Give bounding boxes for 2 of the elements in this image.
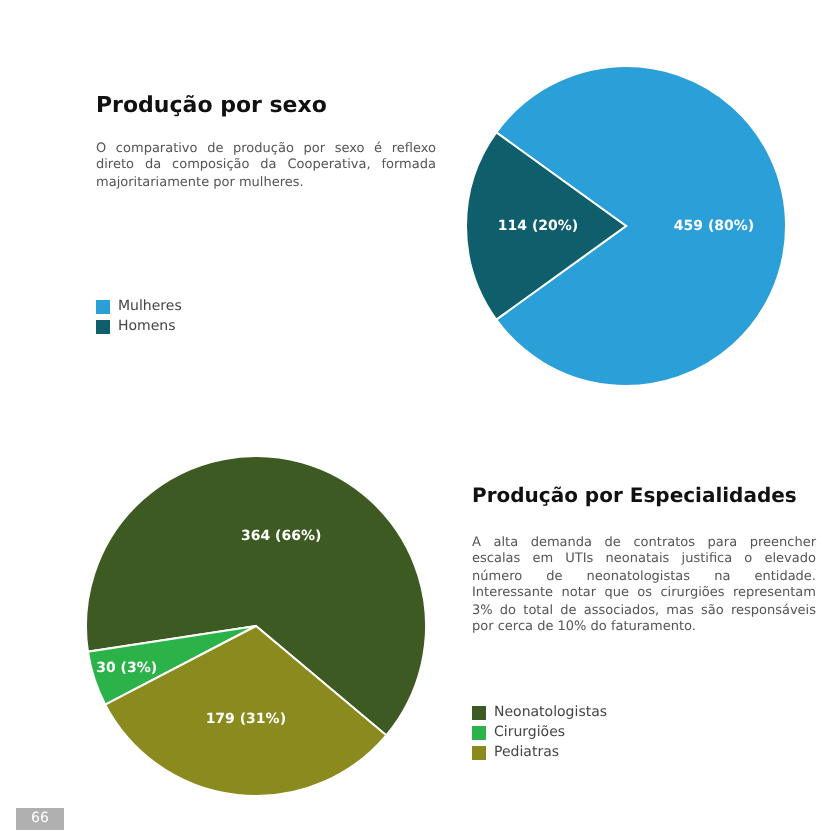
text: Produção por sexo <box>96 92 327 118</box>
text: Produção por Especialidades <box>472 486 797 508</box>
